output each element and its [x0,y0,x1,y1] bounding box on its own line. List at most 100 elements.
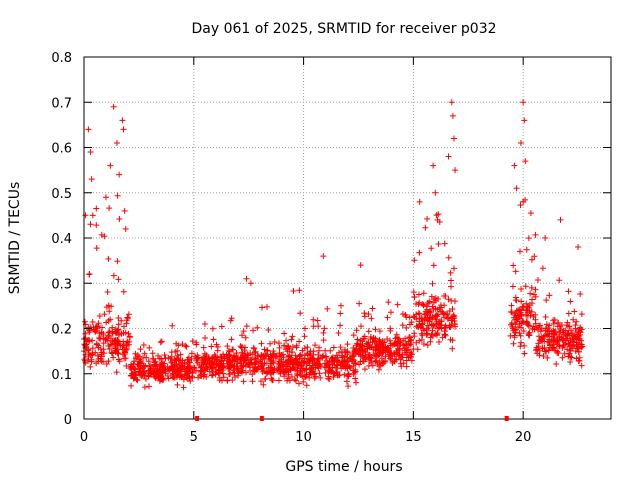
data-point [387,337,394,344]
x-tick-label: 15 [405,430,422,445]
data-point [373,357,380,364]
data-point [416,321,423,328]
data-point [393,340,400,347]
data-point [224,356,231,363]
data-point [122,350,129,357]
data-point [118,317,125,324]
data-point [290,288,297,295]
data-point [280,354,287,361]
data-point [365,311,372,318]
data-point [449,314,456,321]
data-point [557,216,564,223]
data-point [404,346,411,353]
data-point [517,202,524,209]
data-point [399,322,406,329]
chart-title: Day 061 of 2025, SRMTID for receiver p03… [191,21,496,37]
data-point [376,328,383,335]
data-point [413,339,420,346]
data-point [226,359,233,366]
data-point [573,318,580,325]
data-point [387,356,394,363]
data-point [435,325,442,332]
data-point [267,340,274,347]
data-point [293,342,300,349]
data-point [181,361,188,368]
data-point [296,338,303,345]
data-point [109,350,116,357]
data-point [113,347,120,354]
data-point [283,363,290,370]
data-point [310,323,317,330]
data-point [353,327,360,334]
data-point [96,330,103,337]
data-point [172,357,179,364]
data-point [565,310,572,317]
data-point [410,289,417,296]
data-point [548,337,555,344]
data-point [258,378,265,385]
data-point [242,334,249,341]
data-point [567,359,574,366]
data-point [249,378,256,385]
x-axis-label: GPS time / hours [285,459,402,475]
data-point [289,360,296,367]
data-point [381,359,388,366]
data-point [261,346,268,353]
data-point [276,366,283,373]
data-point [421,317,428,324]
data-point [434,216,441,223]
data-point [330,344,337,351]
data-point [517,332,524,339]
data-point [175,356,182,363]
data-point [133,354,140,361]
data-point [424,299,431,306]
data-point [239,332,246,339]
data-point [433,331,440,338]
data-point [398,354,405,361]
data-point [550,327,557,334]
data-point [301,358,308,365]
data-point [577,325,584,332]
data-point [95,320,102,327]
data-point [441,314,448,321]
data-point [150,355,157,362]
data-point [87,221,94,228]
data-point [304,344,311,351]
data-point [420,302,427,309]
data-point [243,275,250,282]
data-point [517,139,524,146]
data-point [513,297,520,304]
data-point [270,350,277,357]
data-point [527,312,534,319]
data-point [512,316,519,323]
data-point [297,351,304,358]
data-point [152,371,159,378]
data-point [106,205,113,212]
data-point [329,355,336,362]
data-point [551,328,558,335]
data-point [114,346,121,353]
data-point [203,353,210,360]
data-point [185,357,192,364]
x-tick-label: 5 [190,430,198,445]
data-point [420,341,427,348]
data-point [291,376,298,383]
data-point [173,365,180,372]
data-point [372,326,379,333]
data-point [516,330,523,337]
data-point [429,280,436,287]
data-point [542,314,549,321]
data-point [333,369,340,376]
data-point [123,320,130,327]
data-point [424,330,431,337]
data-point [384,314,391,321]
data-point [320,329,327,336]
y-tick-label: 0.7 [51,96,72,111]
data-point [428,293,435,300]
data-point [395,335,402,342]
data-point [442,332,449,339]
x-tick-label: 10 [295,430,312,445]
data-point [108,349,115,356]
data-point [411,330,418,337]
data-point [255,363,262,370]
